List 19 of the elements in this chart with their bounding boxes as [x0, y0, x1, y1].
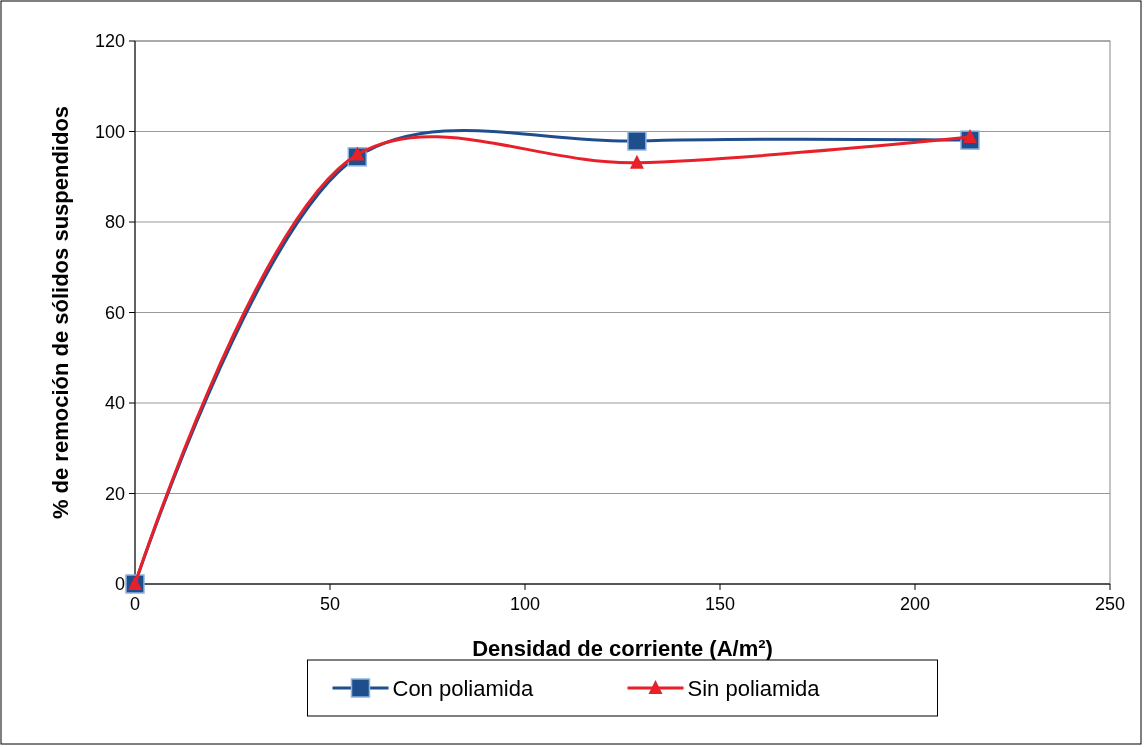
x-tick-label: 50 [319, 594, 341, 614]
point [627, 131, 647, 151]
y-tick-label: 100 [94, 121, 125, 142]
y-tick-label: 120 [94, 31, 125, 52]
point [629, 154, 644, 169]
x-tick-label: 100 [509, 594, 541, 614]
x-tick-label: 0 [129, 594, 141, 614]
x-tick-label: 200 [899, 594, 931, 614]
legend-label: Sin poliamida [687, 675, 821, 701]
x-axis-title: Densidad de corriente (A/m²) [472, 636, 773, 661]
y-tick-label: 80 [104, 212, 125, 233]
x-tick-label: 250 [1094, 594, 1126, 614]
y-axis-title: % de remoción de sólidos suspendidos [48, 105, 73, 520]
y-tick-label: 60 [104, 302, 125, 323]
legend-label: Con poliamida [392, 675, 534, 701]
y-tick-label: 0 [114, 574, 125, 595]
y-tick-label: 40 [104, 393, 125, 414]
x-tick-label: 150 [704, 594, 736, 614]
y-tick-label: 20 [104, 483, 125, 504]
